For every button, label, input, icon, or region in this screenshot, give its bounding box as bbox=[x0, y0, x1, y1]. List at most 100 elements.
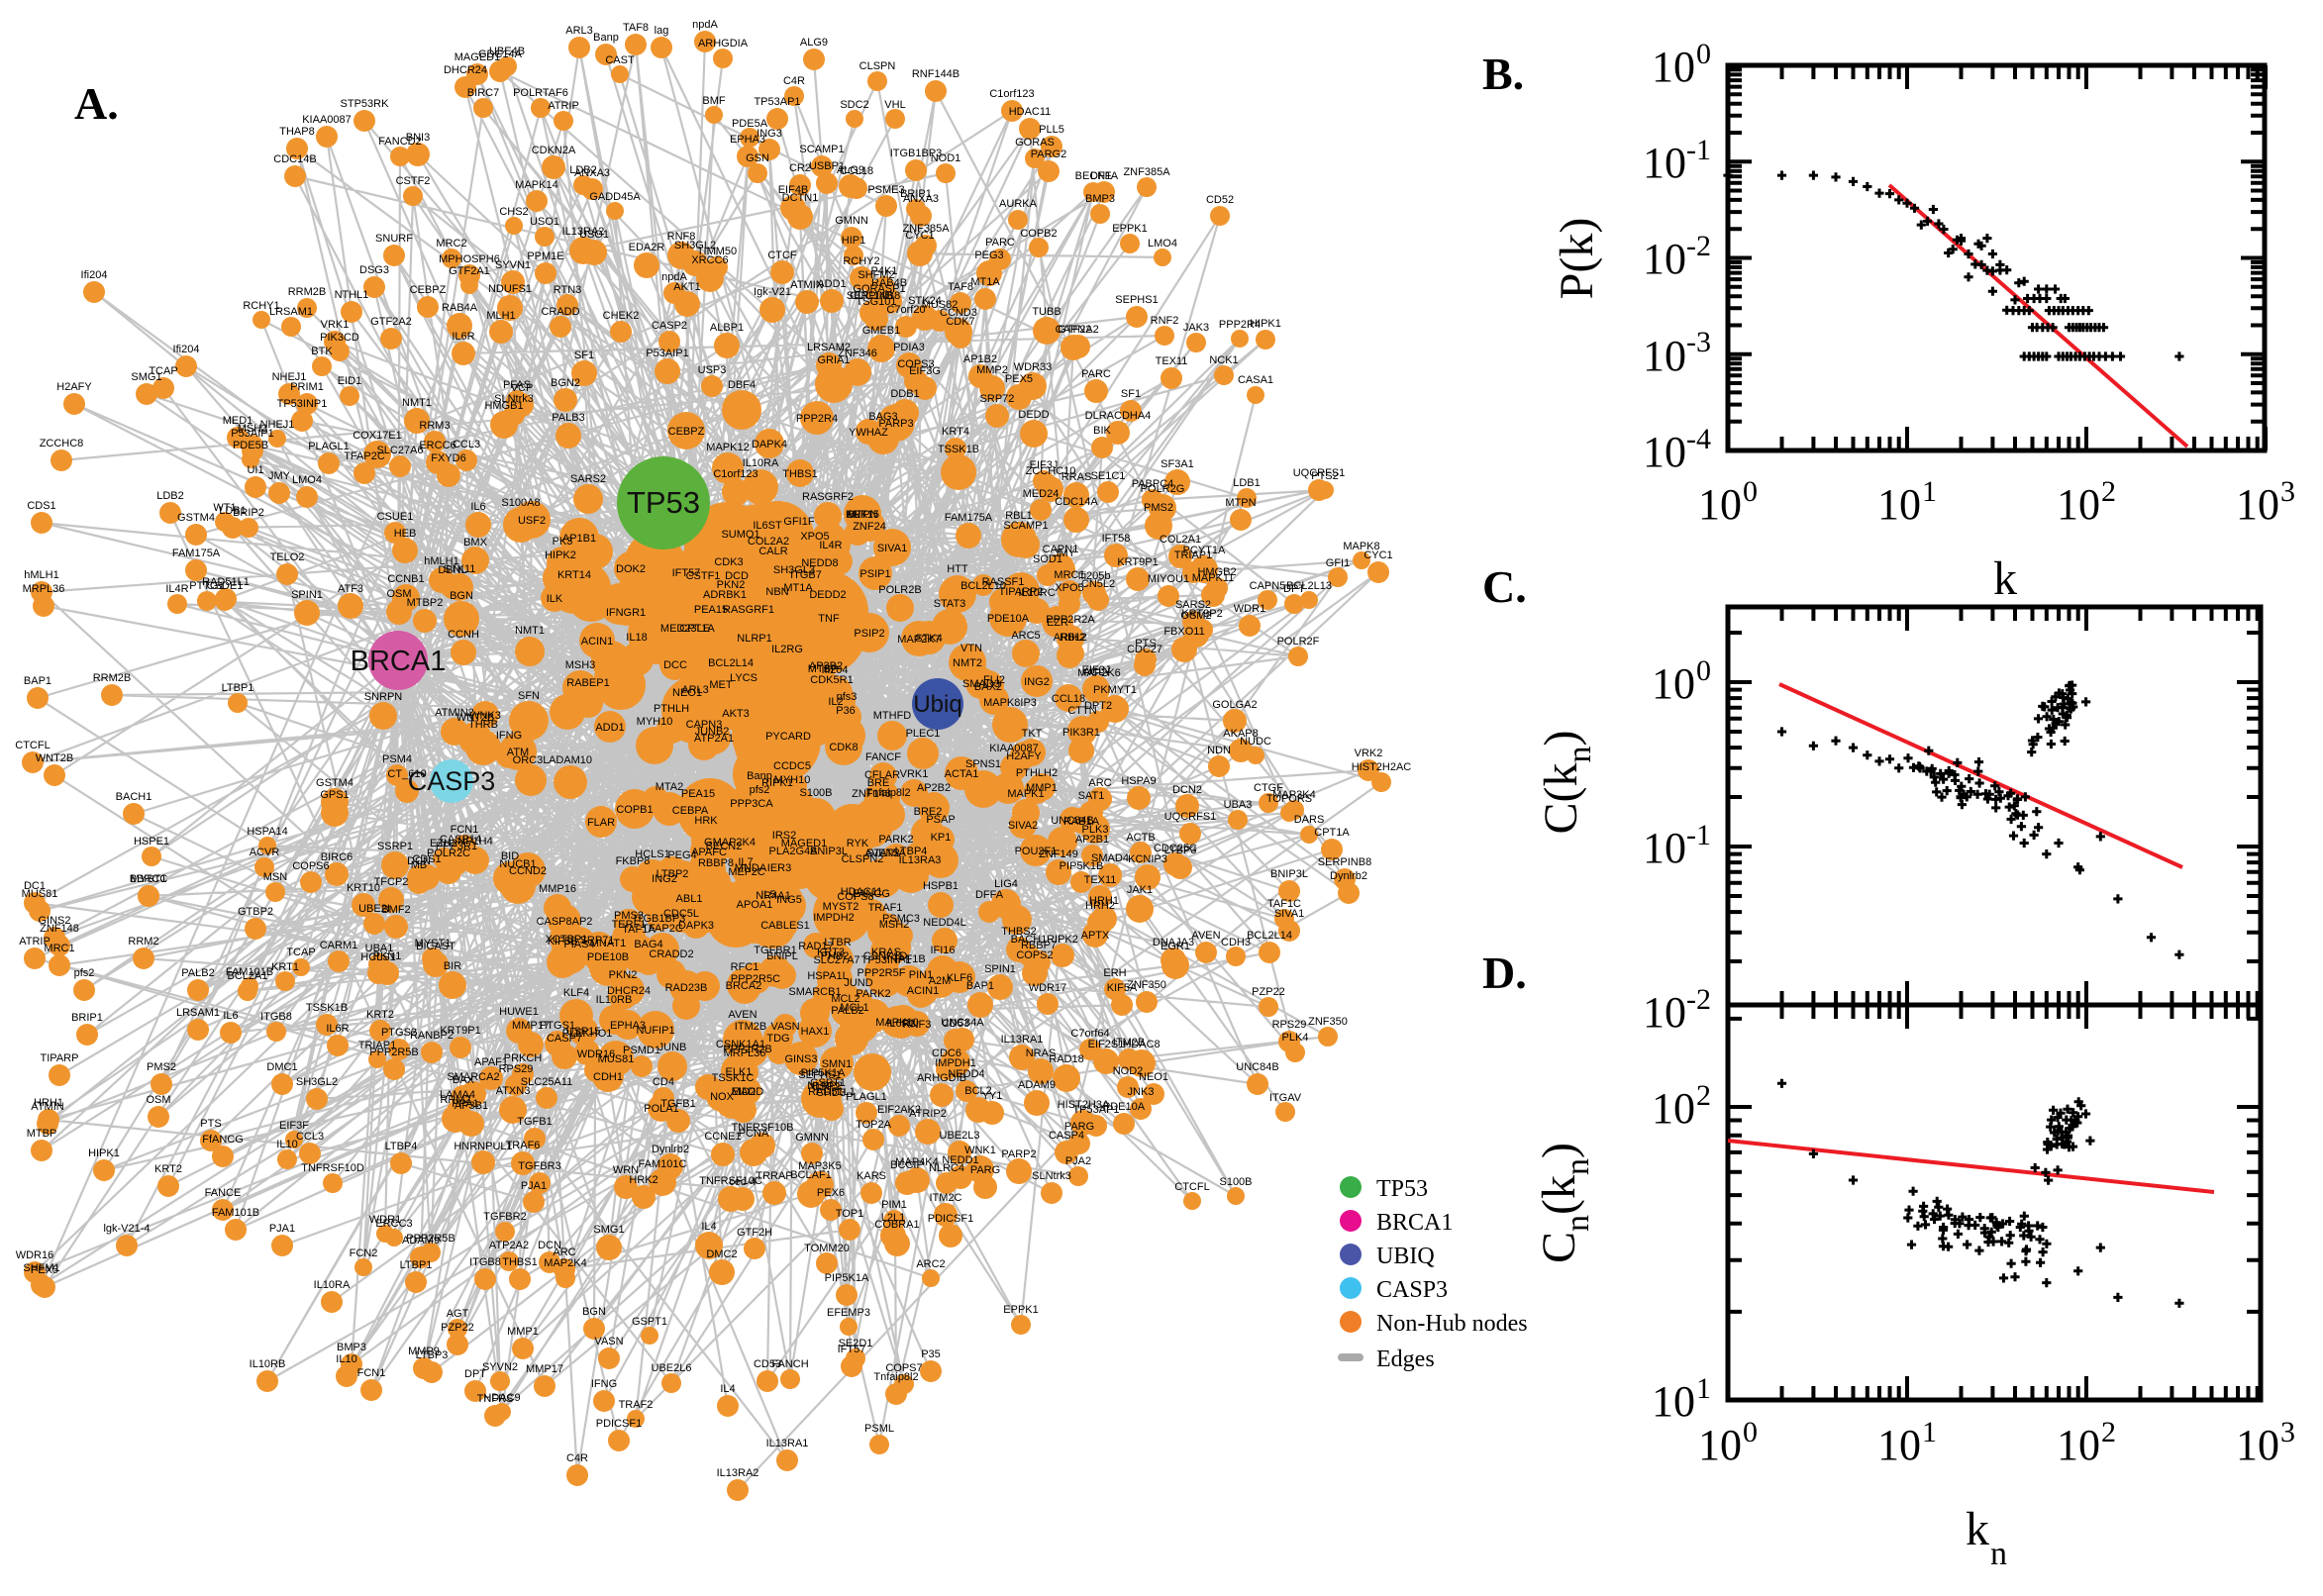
svg-text:PSAP: PSAP bbox=[926, 814, 955, 826]
svg-text:10: 10 bbox=[1652, 43, 1695, 91]
svg-text:ALBP1: ALBP1 bbox=[710, 322, 744, 334]
svg-text:CDK7: CDK7 bbox=[946, 316, 974, 328]
svg-text:BNIPL: BNIPL bbox=[766, 950, 798, 962]
svg-text:SMG1: SMG1 bbox=[131, 371, 161, 383]
svg-text:MMP17: MMP17 bbox=[526, 1363, 563, 1375]
svg-text:CDC14A: CDC14A bbox=[1055, 496, 1098, 508]
svg-text:CCNB1: CCNB1 bbox=[387, 573, 424, 585]
svg-text:P53AIP1: P53AIP1 bbox=[646, 348, 688, 359]
svg-text:STAT3: STAT3 bbox=[934, 598, 966, 610]
svg-text:PDE10B: PDE10B bbox=[587, 951, 629, 963]
svg-text:WDR33: WDR33 bbox=[1014, 361, 1053, 373]
svg-text:USF2: USF2 bbox=[518, 515, 546, 527]
svg-text:FBXO11: FBXO11 bbox=[1163, 626, 1204, 638]
svg-text:TOMM20: TOMM20 bbox=[804, 1243, 850, 1254]
svg-text:PLAGL1: PLAGL1 bbox=[846, 1091, 887, 1103]
svg-text:10: 10 bbox=[2236, 1421, 2279, 1469]
svg-text:COPB2: COPB2 bbox=[1020, 228, 1057, 240]
svg-text:BIK: BIK bbox=[1093, 425, 1111, 437]
svg-text:PIK3R1: PIK3R1 bbox=[1062, 727, 1100, 739]
svg-text:MUS81: MUS81 bbox=[598, 1053, 635, 1065]
svg-text:RASGRF1: RASGRF1 bbox=[723, 604, 774, 616]
svg-text:ATMIN: ATMIN bbox=[31, 1101, 63, 1113]
svg-text:MTHFD: MTHFD bbox=[873, 710, 912, 722]
svg-text:UBE2L6: UBE2L6 bbox=[652, 1362, 692, 1374]
svg-text:IL4: IL4 bbox=[720, 1383, 735, 1395]
svg-text:NP1H4: NP1H4 bbox=[457, 836, 492, 848]
svg-text:ATRIP2: ATRIP2 bbox=[909, 1108, 947, 1120]
svg-text:PARG: PARG bbox=[970, 1164, 1000, 1176]
svg-text:UBA3: UBA3 bbox=[1224, 799, 1253, 811]
svg-text:TGFB1: TGFB1 bbox=[660, 1098, 695, 1110]
svg-text:CCNH: CCNH bbox=[448, 629, 479, 641]
svg-text:TCAP: TCAP bbox=[149, 365, 177, 377]
svg-text:BAG4: BAG4 bbox=[634, 939, 662, 950]
svg-text:BAP1: BAP1 bbox=[24, 675, 51, 687]
svg-text:PIM1: PIM1 bbox=[881, 1199, 907, 1211]
svg-text:HIPK1: HIPK1 bbox=[1250, 318, 1281, 330]
svg-text:SERPINB8: SERPINB8 bbox=[1318, 856, 1371, 868]
svg-text:BLK: BLK bbox=[848, 509, 868, 521]
svg-text:ACIN1: ACIN1 bbox=[581, 636, 613, 648]
svg-text:GORAS: GORAS bbox=[1015, 137, 1055, 149]
svg-text:COPS6: COPS6 bbox=[292, 860, 329, 872]
svg-text:BCL2L13: BCL2L13 bbox=[1286, 580, 1332, 592]
svg-text:IL13RA2: IL13RA2 bbox=[717, 1467, 759, 1479]
svg-text:STK24: STK24 bbox=[908, 295, 942, 307]
svg-text:BRE: BRE bbox=[867, 777, 890, 789]
svg-text:KRT2: KRT2 bbox=[154, 1163, 182, 1175]
svg-text:BCL2L10: BCL2L10 bbox=[960, 580, 1006, 592]
svg-text:3: 3 bbox=[2280, 475, 2295, 508]
svg-text:THAP8: THAP8 bbox=[279, 126, 314, 138]
svg-text:P35: P35 bbox=[921, 1348, 941, 1360]
svg-text:AP1B1: AP1B1 bbox=[562, 533, 596, 545]
svg-text:1: 1 bbox=[1696, 1372, 1711, 1405]
svg-text:CCL3: CCL3 bbox=[296, 1131, 324, 1143]
svg-text:RAD23B: RAD23B bbox=[665, 982, 708, 994]
svg-text:ACLY: ACLY bbox=[1083, 666, 1112, 678]
svg-text:FAM175A: FAM175A bbox=[945, 512, 993, 524]
svg-text:JNK3: JNK3 bbox=[1128, 1086, 1155, 1098]
svg-text:TSSK1B: TSSK1B bbox=[306, 1002, 348, 1014]
svg-text:GDC14A: GDC14A bbox=[478, 49, 523, 60]
svg-text:JMY: JMY bbox=[1054, 548, 1076, 559]
svg-text:Ubiq: Ubiq bbox=[913, 691, 961, 718]
svg-text:IRS2: IRS2 bbox=[772, 830, 796, 842]
svg-text:OSM: OSM bbox=[146, 1094, 170, 1106]
svg-text:SCAMP1: SCAMP1 bbox=[1003, 520, 1048, 532]
svg-text:CDK3: CDK3 bbox=[714, 556, 743, 568]
svg-text:CPT1A: CPT1A bbox=[679, 623, 715, 635]
svg-text:k: k bbox=[1966, 1503, 1989, 1555]
svg-text:CRADD2: CRADD2 bbox=[649, 948, 693, 960]
svg-text:TFCP2: TFCP2 bbox=[374, 876, 409, 888]
svg-text:ANXA3: ANXA3 bbox=[903, 193, 939, 205]
svg-text:10: 10 bbox=[1643, 235, 1686, 283]
svg-text:CTTN: CTTN bbox=[1067, 705, 1096, 717]
svg-text:JAK3: JAK3 bbox=[1183, 322, 1209, 334]
svg-text:PTTG1: PTTG1 bbox=[189, 580, 224, 592]
svg-text:SMARCA2: SMARCA2 bbox=[447, 1071, 499, 1083]
svg-text:pfs3: pfs3 bbox=[837, 691, 858, 703]
svg-text:TRAF6: TRAF6 bbox=[506, 1140, 541, 1151]
svg-text:CASP4: CASP4 bbox=[1049, 1130, 1084, 1142]
svg-text:KLF4: KLF4 bbox=[563, 987, 589, 999]
svg-text:NHEJ1: NHEJ1 bbox=[272, 371, 307, 383]
svg-text:THBS2: THBS2 bbox=[1001, 926, 1036, 938]
svg-text:RAD17: RAD17 bbox=[798, 941, 833, 952]
svg-text:BCCIP: BCCIP bbox=[890, 1159, 924, 1171]
svg-text:PARC: PARC bbox=[1081, 368, 1111, 380]
svg-text:PPP2R5F: PPP2R5F bbox=[858, 967, 906, 979]
svg-text:STK11: STK11 bbox=[444, 563, 476, 575]
svg-text:BIRC6: BIRC6 bbox=[321, 851, 353, 863]
svg-text:FANCE: FANCE bbox=[205, 1187, 242, 1199]
svg-text:10: 10 bbox=[1877, 480, 1921, 529]
svg-text:TGFB1: TGFB1 bbox=[517, 1116, 552, 1128]
svg-text:H2AFY: H2AFY bbox=[56, 381, 92, 393]
svg-text:BRIP2: BRIP2 bbox=[233, 507, 264, 519]
svg-text:NUCB1: NUCB1 bbox=[499, 858, 536, 870]
svg-text:Banp: Banp bbox=[747, 770, 772, 782]
svg-text:BRIP1: BRIP1 bbox=[900, 188, 932, 200]
svg-text:ACIN1: ACIN1 bbox=[907, 985, 939, 997]
svg-text:MLH1: MLH1 bbox=[486, 310, 515, 322]
svg-text:MAP2K4: MAP2K4 bbox=[544, 1257, 586, 1269]
